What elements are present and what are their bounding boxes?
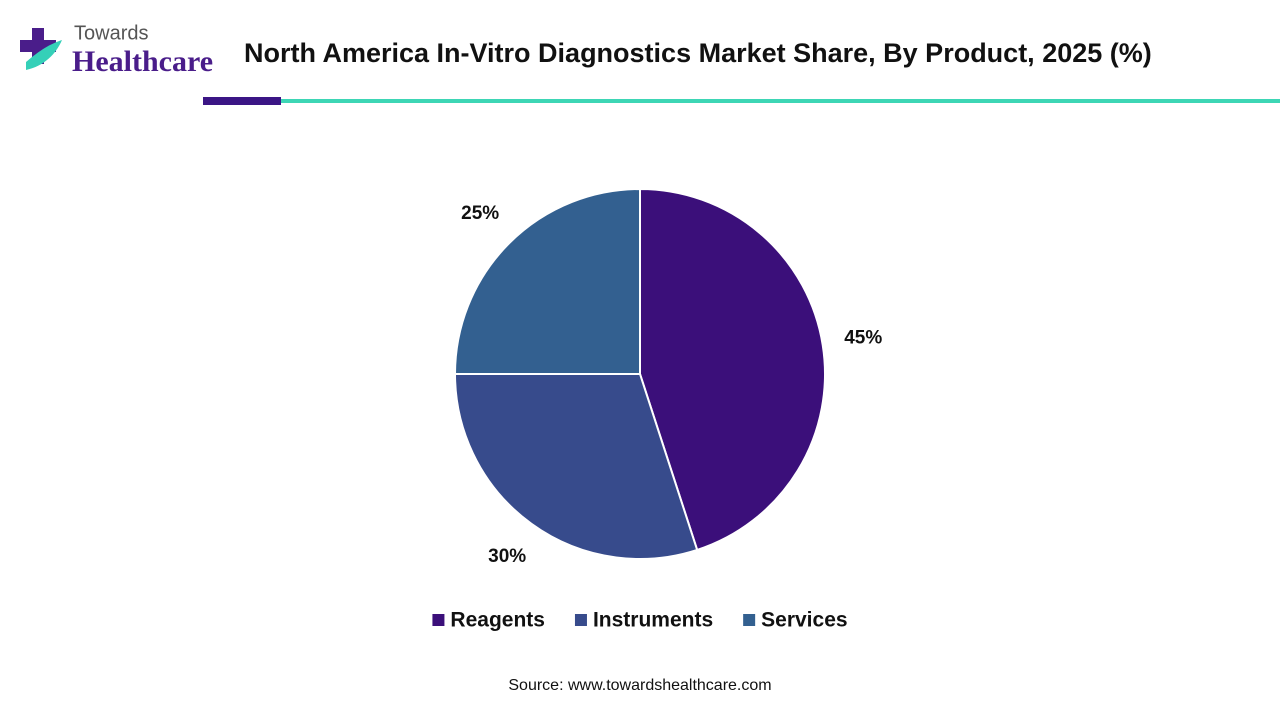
value-label: 45%	[844, 328, 882, 349]
pie: 45% 30% 25%	[453, 187, 882, 567]
legend-label: Instruments	[593, 609, 713, 632]
source: Source: www.towardshealthcare.com	[508, 677, 771, 694]
legend-swatch	[743, 614, 756, 626]
value-label: 30%	[488, 546, 526, 567]
logo-top: Towards	[74, 22, 148, 44]
legend-swatch	[574, 614, 587, 626]
chart-title: North America In-Vitro Diagnostics Marke…	[244, 38, 1152, 68]
pie-slice	[453, 373, 699, 560]
header-line	[281, 99, 1280, 103]
logo-bottom: Healthcare	[72, 45, 213, 78]
legend-label: Reagents	[450, 609, 545, 632]
logo: Towards Healthcare	[20, 22, 213, 78]
header-bar	[203, 97, 281, 105]
value-label: 25%	[461, 203, 499, 224]
legend: Reagents Instruments Services	[432, 609, 848, 632]
legend-swatch	[432, 614, 445, 626]
logo-leaf	[26, 40, 62, 70]
legend-label: Services	[761, 609, 847, 632]
pie-slice	[639, 187, 826, 552]
logo-icon	[20, 28, 56, 64]
pie-slice	[453, 187, 641, 375]
